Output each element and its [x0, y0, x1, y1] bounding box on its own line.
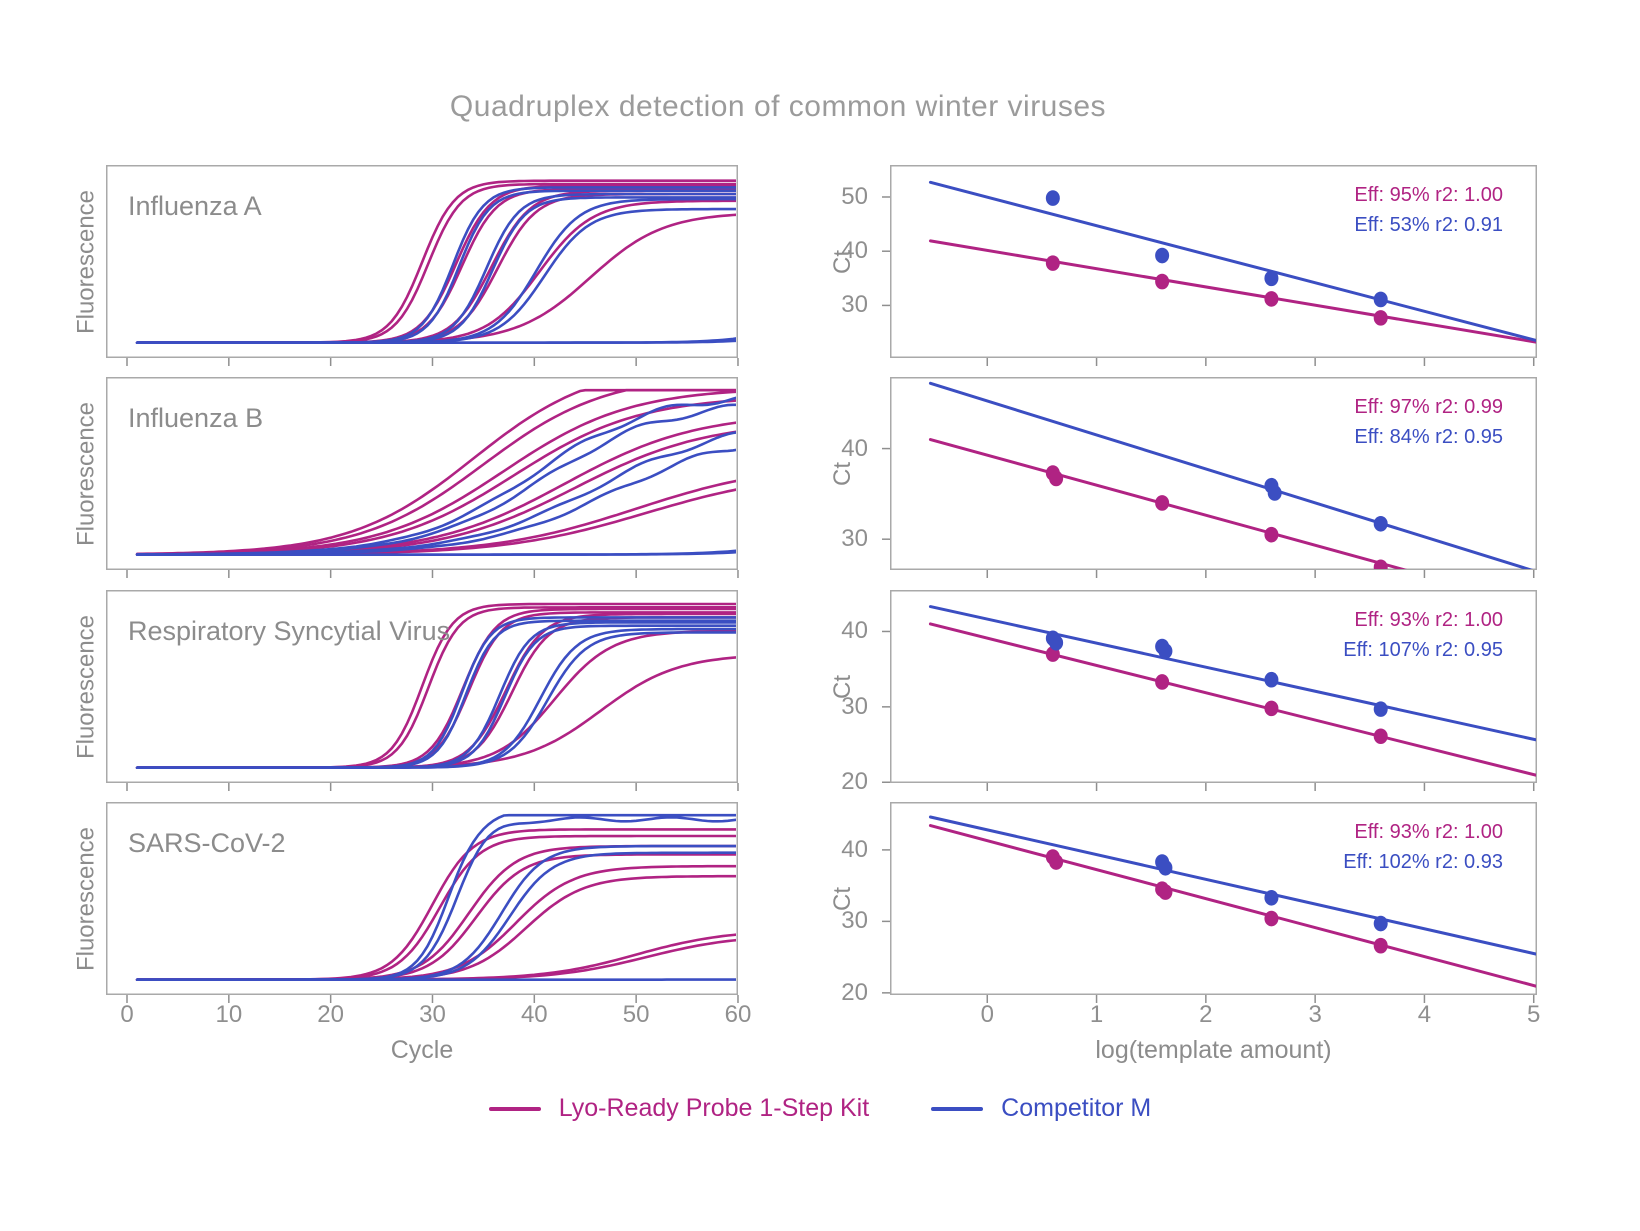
competitor-line-swatch [931, 1106, 984, 1111]
cycle-tick-label: 20 [317, 1001, 344, 1028]
cycle-tick-label: 30 [419, 1001, 446, 1028]
ct-tick-label: 30 [841, 291, 868, 319]
log-tick-label: 0 [980, 1001, 994, 1028]
competitor-legend-label: Competitor M [1001, 1094, 1152, 1122]
ct-tick-label: 40 [841, 237, 868, 265]
amplification-plot-influenza-b [106, 377, 739, 578]
efficiency-annotation-kit: Eff: 93% r2: 1.00 [1354, 609, 1503, 631]
amplification-plot-influenza-a [106, 165, 739, 366]
amplification-plot-sars-cov-2 [106, 802, 739, 1003]
standard-curve-plot-influenza-a [882, 165, 1537, 366]
efficiency-annotation-competitor: Eff: 84% r2: 0.95 [1354, 426, 1503, 448]
log-tick-label: 5 [1527, 1001, 1541, 1028]
virus-label: Influenza A [128, 191, 262, 221]
efficiency-annotation-kit: Eff: 93% r2: 1.00 [1354, 821, 1503, 843]
chart-title: Quadruplex detection of common winter vi… [449, 90, 1107, 123]
ct-tick-label: 20 [841, 978, 868, 1006]
ct-tick-label: 40 [841, 434, 868, 462]
amplification-plot-rsv [106, 590, 739, 791]
fluorescence-axis-label: Fluorescence [72, 826, 100, 972]
cycle-tick-label: 0 [120, 1001, 134, 1028]
efficiency-annotation-competitor: Eff: 102% r2: 0.93 [1343, 851, 1503, 873]
log-tick-label: 2 [1199, 1001, 1213, 1028]
ct-tick-label: 20 [841, 768, 868, 796]
kit-legend-label: Lyo-Ready Probe 1-Step Kit [558, 1094, 870, 1122]
log-tick-label: 3 [1308, 1001, 1322, 1028]
log-tick-label: 1 [1089, 1001, 1104, 1028]
ct-tick-label: 40 [841, 617, 868, 645]
ct-tick-label: 30 [841, 525, 868, 553]
kit-line-swatch [488, 1106, 541, 1111]
efficiency-annotation-kit: Eff: 95% r2: 1.00 [1354, 184, 1503, 206]
ct-tick-label: 40 [841, 835, 868, 863]
standard-curve-plot-sars-cov-2 [882, 802, 1537, 1003]
standard-curve-plot-influenza-b [882, 377, 1537, 578]
fluorescence-axis-label: Fluorescence [72, 401, 100, 547]
standard-curve-plot-rsv [882, 590, 1537, 791]
legend: Lyo-Ready Probe 1-Step Kit Competitor M [0, 1094, 1640, 1123]
cycle-tick-label: 10 [215, 1001, 243, 1028]
cycle-axis-title: Cycle [390, 1036, 454, 1064]
virus-label: SARS-CoV-2 [128, 828, 286, 858]
cycle-tick-label: 60 [724, 1001, 752, 1028]
efficiency-annotation-competitor: Eff: 107% r2: 0.95 [1343, 639, 1503, 661]
fluorescence-axis-label: Fluorescence [72, 614, 100, 760]
fluorescence-axis-label: Fluorescence [72, 189, 100, 335]
efficiency-annotation-competitor: Eff: 53% r2: 0.91 [1354, 214, 1503, 236]
cycle-tick-label: 50 [622, 1001, 650, 1028]
virus-label: Influenza B [128, 403, 264, 433]
virus-label: Respiratory Syncytial Virus [128, 616, 451, 646]
log-template-axis-title: log(template amount) [1095, 1036, 1332, 1064]
ct-tick-label: 30 [841, 692, 868, 720]
efficiency-annotation-kit: Eff: 97% r2: 0.99 [1354, 396, 1503, 418]
ct-tick-label: 30 [841, 907, 868, 935]
log-tick-label: 4 [1417, 1001, 1432, 1028]
cycle-tick-label: 40 [520, 1001, 548, 1028]
ct-tick-label: 50 [841, 182, 868, 210]
